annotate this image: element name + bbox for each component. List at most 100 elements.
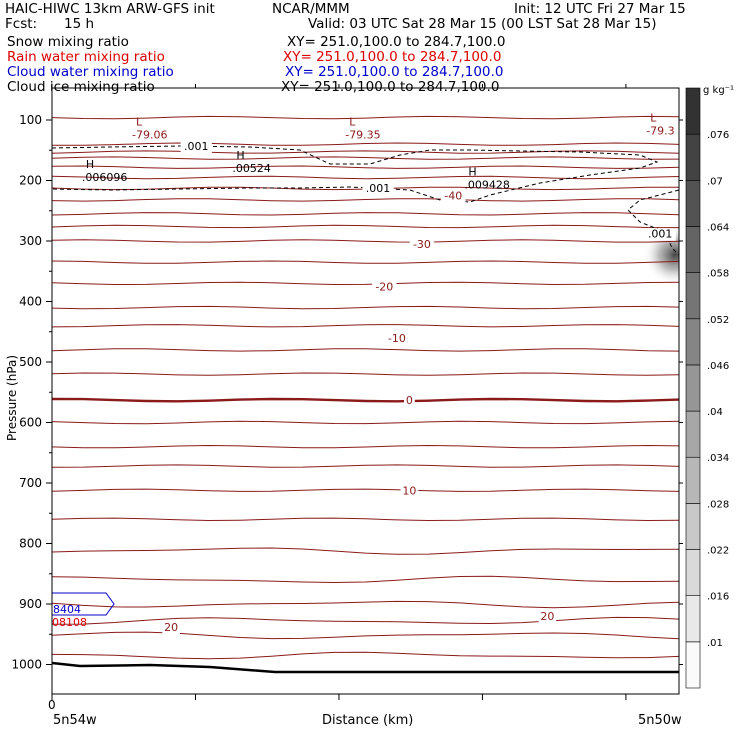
extremum-marker: H xyxy=(468,165,476,178)
isotherm xyxy=(52,397,679,403)
colorbar-tick-label: .01 xyxy=(707,638,723,649)
field-xy-cloud-ice: XY= 251.0,100.0 to 284.7,100.0 xyxy=(281,79,500,95)
cloud-ice-contour xyxy=(52,145,659,203)
y-tick-label: 700 xyxy=(19,476,42,490)
isotherm xyxy=(52,324,679,328)
extremum-value: .009428 xyxy=(464,178,510,191)
extremum-marker: H xyxy=(86,158,94,171)
colorbar-tick-label: .034 xyxy=(707,453,729,464)
extremum-value: .00524 xyxy=(232,162,271,175)
colorbar-tick-label: .052 xyxy=(707,315,729,326)
x-axis-ticks xyxy=(51,84,627,700)
x-axis-title: Distance (km) xyxy=(322,713,413,728)
plot-title: HAIC-HIWC 13km ARW-GFS init xyxy=(5,1,215,17)
y-axis-title: Pressure (hPa) xyxy=(5,355,19,441)
colorbar-tick-label: .016 xyxy=(707,592,729,603)
extremum-marker: H xyxy=(236,149,244,162)
colorbar-segment xyxy=(685,456,701,504)
isotherm xyxy=(52,142,679,146)
colorbar-tick-label: .07 xyxy=(707,176,723,187)
colorbar-segment xyxy=(685,410,701,458)
colorbar-segment xyxy=(685,549,701,596)
isotherm-label: 20 xyxy=(164,621,178,634)
isotherm xyxy=(52,651,679,660)
colorbar-tick-label: .022 xyxy=(707,546,729,557)
isotherm xyxy=(52,305,679,310)
y-tick-label: 100 xyxy=(19,113,42,127)
isotherm xyxy=(52,239,679,243)
isotherm xyxy=(52,165,679,169)
extremum-marker: L xyxy=(650,112,657,125)
isotherm xyxy=(52,281,679,286)
valid-time: Valid: 03 UTC Sat 28 Mar 15 (00 LST Sat … xyxy=(308,16,657,32)
field-name-rain: Rain water mixing ratio xyxy=(7,49,165,65)
isotherm xyxy=(52,260,679,264)
isotherm xyxy=(52,600,679,609)
colorbar-segment xyxy=(685,180,701,227)
isotherm xyxy=(52,348,679,352)
isotherm-label: 0 xyxy=(406,394,413,407)
isotherm xyxy=(52,420,679,425)
isotherm xyxy=(52,616,679,625)
init-time: Init: 12 UTC Fri 27 Mar 15 xyxy=(514,1,686,17)
isotherm-label-bg xyxy=(400,485,419,498)
isotherm xyxy=(52,175,679,180)
y-tick-label: 500 xyxy=(19,355,42,369)
colorbar-unit: g kg⁻¹ xyxy=(703,85,734,96)
x-axis-left-label: 5n54w xyxy=(53,713,97,728)
fcst-label: Fcst: xyxy=(5,16,38,32)
isotherm-label-bg xyxy=(538,611,557,624)
extremum-marker: L xyxy=(349,115,356,128)
ice-contour-label: .001 xyxy=(366,182,391,195)
terrain-line xyxy=(52,661,679,674)
isotherm-label-bg xyxy=(441,190,466,203)
field-name-snow: Snow mixing ratio xyxy=(7,34,129,50)
isotherm-label: -30 xyxy=(413,238,431,251)
field-name-cloud-water: Cloud water mixing ratio xyxy=(7,64,174,80)
isotherm xyxy=(52,444,679,449)
isotherm-label: -20 xyxy=(375,280,393,293)
isotherm xyxy=(52,575,679,584)
isotherm-label: 10 xyxy=(402,484,416,497)
cloud-ice-contour xyxy=(627,189,679,256)
y-tick-label: 400 xyxy=(19,295,42,309)
colorbar-segment xyxy=(685,87,701,135)
cloud-water-label: 8404 xyxy=(53,603,81,616)
extremum-value: .006096 xyxy=(82,171,128,184)
colorbar-segment xyxy=(685,641,701,689)
y-tick-label: 600 xyxy=(19,416,42,430)
colorbar-tick-label: .058 xyxy=(707,269,729,280)
extremum-value: -79.35 xyxy=(345,128,380,141)
colorbar-tick-label: .028 xyxy=(707,499,729,510)
cloud-water-contour xyxy=(52,592,115,616)
ice-contour-label-bg xyxy=(644,228,676,241)
isotherm-label-bg xyxy=(409,239,435,252)
isotherm xyxy=(52,156,679,160)
isotherm xyxy=(52,212,679,216)
ice-contour-label-bg xyxy=(180,141,212,154)
y-tick-label: 300 xyxy=(19,234,42,248)
contour-labels: -40-30-20-100102020.001.001.001L-79.06L-… xyxy=(52,112,676,634)
colorbar-tick-label: .064 xyxy=(707,222,729,233)
colorbar-segment xyxy=(685,503,701,550)
fcst-value: 15 h xyxy=(64,16,95,32)
ice-contour-label: .001 xyxy=(184,140,209,153)
cloud-ice-contours xyxy=(52,145,679,256)
isotherm-label: 20 xyxy=(540,610,554,623)
field-xy-rain: XY= 251.0,100.0 to 284.7,100.0 xyxy=(283,49,502,65)
extremum-marker: L xyxy=(136,115,143,128)
extremum-value: -79.3 xyxy=(646,125,674,138)
y-tick-label: 800 xyxy=(19,537,42,551)
isotherm xyxy=(52,547,679,555)
colorbar-segment xyxy=(685,318,701,366)
colorbar-segment xyxy=(685,595,701,643)
y-tick-label: 1000 xyxy=(11,658,42,672)
rain-label: 08108 xyxy=(52,616,87,629)
field-xy-snow: XY= 251.0,100.0 to 284.7,100.0 xyxy=(287,34,506,50)
colorbar: .01 .016 .022 .028 .034 .04 .046 .052 .058 .064 .0… xyxy=(685,87,729,689)
isotherm-label: -10 xyxy=(388,332,406,345)
y-tick-label: 900 xyxy=(19,597,42,611)
org-label: NCAR/MMM xyxy=(272,1,350,17)
